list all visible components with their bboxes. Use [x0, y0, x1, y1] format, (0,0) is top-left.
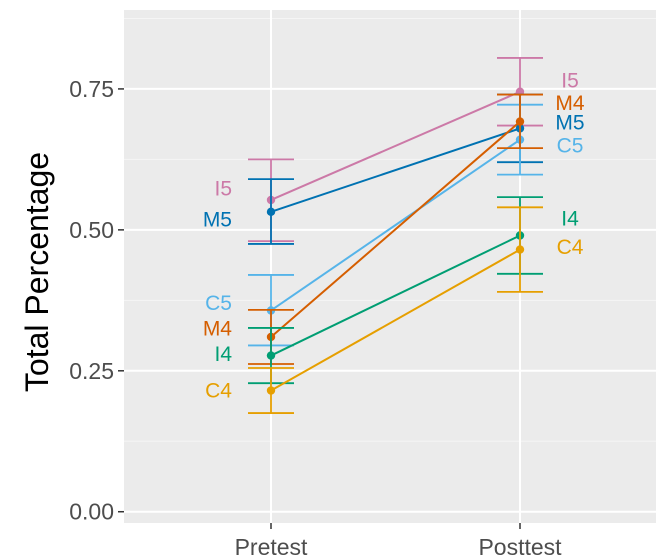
- y-tick-label: 0.00: [69, 499, 114, 525]
- series-line: [270, 120, 521, 338]
- series-line: [270, 234, 521, 357]
- data-point: [515, 117, 525, 126]
- series-label-m5-posttest: M5: [555, 112, 584, 135]
- data-point: [266, 207, 276, 217]
- series-label-m4-posttest: M4: [555, 92, 584, 115]
- data-point: [266, 351, 276, 360]
- series-label-c5-posttest: C5: [557, 134, 584, 157]
- y-axis-title: Total Percentage: [19, 152, 55, 392]
- plot-panel: [124, 10, 656, 523]
- x-tick-label: Posttest: [478, 534, 562, 560]
- data-point: [515, 245, 525, 254]
- x-tick-label: Pretest: [235, 534, 308, 560]
- data-point: [266, 386, 276, 395]
- series-label-m5-pretest: M5: [203, 209, 232, 232]
- series-label-c5-pretest: C5: [205, 292, 232, 315]
- series-line: [270, 127, 521, 213]
- series-line: [270, 90, 521, 201]
- y-tick-label: 0.50: [69, 217, 114, 243]
- series-label-c4-posttest: C4: [557, 236, 584, 259]
- series-label-c4-pretest: C4: [205, 380, 232, 403]
- series-label-i4-posttest: I4: [561, 208, 579, 231]
- series-c4: [248, 206, 543, 414]
- series-label-i5-pretest: I5: [214, 178, 232, 201]
- series-label-m4-pretest: M4: [203, 318, 232, 341]
- chart-marks: [248, 57, 543, 414]
- series-line: [270, 248, 521, 392]
- series-line: [270, 138, 521, 312]
- series-label-i5-posttest: I5: [561, 69, 579, 92]
- y-tick-label: 0.25: [69, 358, 114, 384]
- series-label-i4-pretest: I4: [214, 343, 232, 366]
- y-tick-label: 0.75: [69, 76, 114, 102]
- axis-ticks: 0.00 0.25 0.50 0.75 Pretest Posttest: [69, 76, 562, 560]
